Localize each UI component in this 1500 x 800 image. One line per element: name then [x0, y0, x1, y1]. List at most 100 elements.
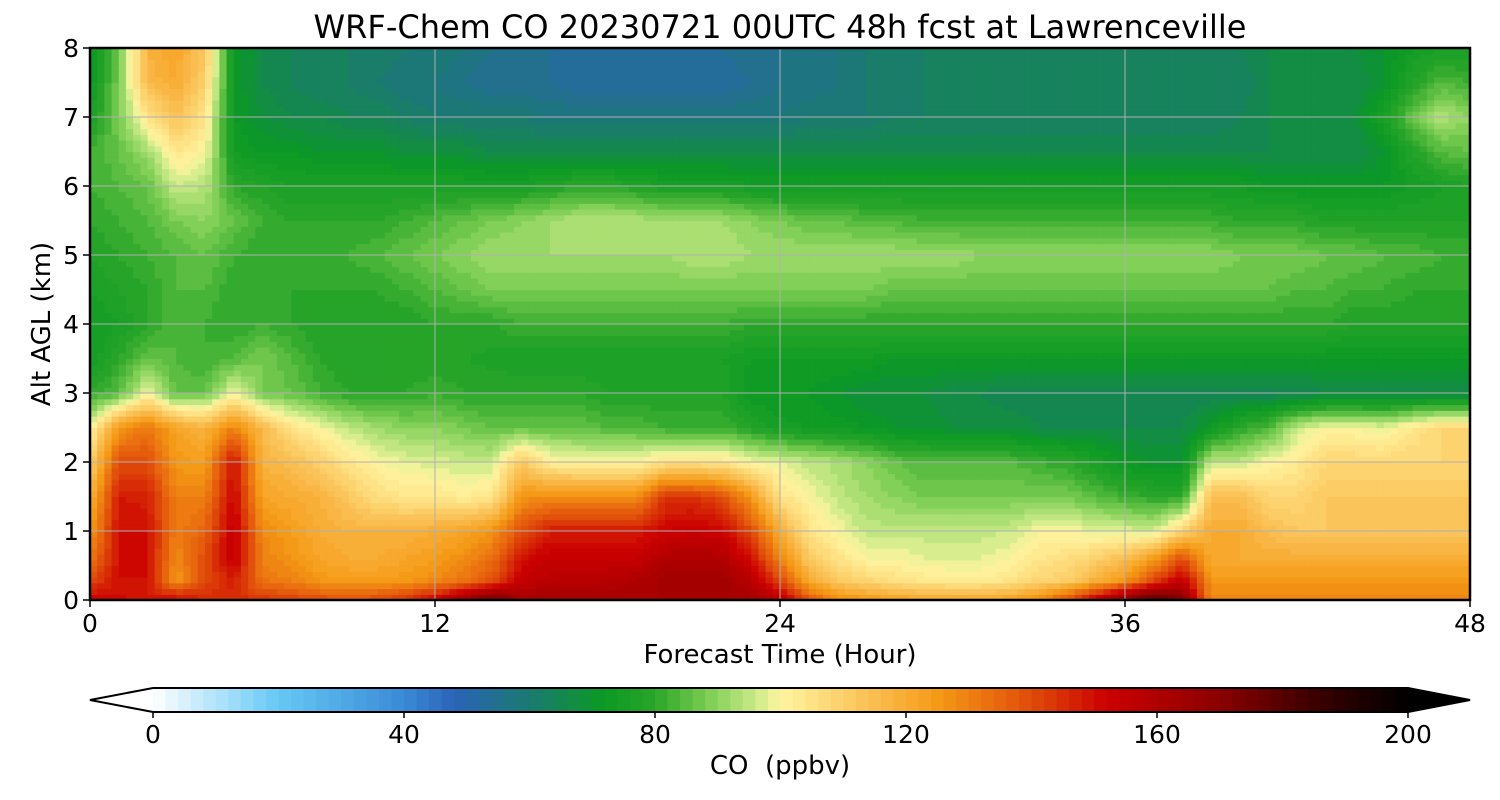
heatmap-cell	[808, 548, 817, 555]
heatmap-cell	[765, 479, 774, 486]
heatmap-cell	[399, 536, 407, 544]
heatmap-cell	[1240, 594, 1248, 601]
heatmap-cell	[780, 519, 788, 526]
heatmap-cell	[291, 456, 300, 463]
heatmap-cell	[521, 582, 530, 590]
heatmap-cell	[729, 577, 738, 584]
heatmap-cell	[600, 531, 609, 538]
heatmap-cell	[823, 467, 831, 475]
heatmap-cell	[514, 467, 522, 475]
heatmap-cell	[1132, 542, 1140, 549]
heatmap-cell	[1390, 559, 1399, 567]
heatmap-cell	[147, 508, 156, 515]
heatmap-cell	[197, 508, 206, 515]
heatmap-cell	[557, 473, 565, 480]
heatmap-cell	[1247, 542, 1255, 549]
heatmap-cell	[521, 542, 530, 549]
heatmap-cell	[1196, 502, 1205, 509]
heatmap-cell	[614, 525, 623, 532]
heatmap-cell	[1175, 542, 1184, 549]
heatmap-cell	[873, 536, 882, 544]
heatmap-cell	[787, 582, 795, 590]
heatmap-cell	[255, 559, 264, 567]
heatmap-cell	[399, 508, 407, 515]
heatmap-cell	[550, 554, 558, 561]
heatmap-cell	[1333, 508, 1342, 515]
heatmap-cell	[420, 536, 429, 544]
heatmap-cell	[1290, 456, 1299, 463]
heatmap-cell	[1326, 531, 1335, 538]
heatmap-cell	[808, 577, 817, 584]
heatmap-cell	[1182, 479, 1191, 486]
heatmap-cell	[1110, 594, 1119, 601]
heatmap-cell	[729, 594, 738, 601]
heatmap-cell	[780, 565, 788, 572]
heatmap-cell	[823, 542, 831, 549]
heatmap-cell	[744, 513, 752, 521]
heatmap-cell	[916, 542, 925, 549]
heatmap-cell	[887, 559, 896, 567]
heatmap-cell	[1218, 554, 1227, 561]
heatmap-cell	[377, 490, 386, 498]
heatmap-cell	[125, 473, 134, 480]
heatmap-cell	[485, 450, 494, 457]
heatmap-cell	[578, 519, 587, 526]
heatmap-cell	[176, 479, 185, 486]
heatmap-cell	[384, 513, 393, 521]
heatmap-cell	[1355, 485, 1363, 492]
heatmap-cell	[1089, 554, 1097, 561]
heatmap-cell	[880, 490, 889, 498]
heatmap-cell	[1189, 542, 1198, 549]
heatmap-cell	[449, 456, 458, 463]
heatmap-cell	[348, 548, 357, 555]
heatmap-cell	[629, 594, 637, 601]
heatmap-cell	[226, 496, 235, 503]
heatmap-cell	[1189, 485, 1198, 492]
heatmap-cell	[248, 519, 256, 526]
heatmap-cell	[1139, 565, 1148, 572]
heatmap-cell	[1355, 450, 1363, 457]
heatmap-cell	[593, 456, 601, 463]
heatmap-cell	[859, 559, 867, 567]
heatmap-cell	[341, 588, 350, 595]
heatmap-cell	[176, 594, 185, 601]
heatmap-cell	[981, 450, 990, 457]
heatmap-cell	[391, 479, 400, 486]
heatmap-cell	[305, 513, 314, 521]
heatmap-cell	[1225, 588, 1234, 595]
heatmap-cell	[528, 531, 537, 538]
heatmap-cell	[679, 525, 688, 532]
heatmap-cell	[1283, 554, 1291, 561]
heatmap-cell	[1153, 559, 1162, 567]
heatmap-cell	[1045, 485, 1054, 492]
heatmap-cell	[312, 456, 321, 463]
heatmap-cell	[823, 554, 831, 561]
heatmap-cell	[312, 559, 321, 567]
heatmap-cell	[808, 582, 817, 590]
heatmap-cell	[226, 456, 235, 463]
heatmap-cell	[391, 565, 400, 572]
heatmap-cell	[1110, 479, 1119, 486]
heatmap-cell	[514, 588, 522, 595]
heatmap-cell	[952, 531, 961, 538]
heatmap-cell	[205, 548, 213, 555]
heatmap-cell	[334, 508, 343, 515]
heatmap-cell	[1017, 490, 1025, 498]
heatmap-cell	[600, 462, 609, 469]
heatmap-cell	[830, 594, 839, 601]
heatmap-cell	[1017, 594, 1025, 601]
heatmap-cell	[1333, 502, 1342, 509]
heatmap-cell	[219, 456, 228, 463]
heatmap-cell	[499, 485, 508, 492]
heatmap-cell	[945, 594, 954, 601]
heatmap-cell	[1347, 467, 1356, 475]
heatmap-cell	[772, 554, 781, 561]
heatmap-cell	[442, 548, 450, 555]
heatmap-cell	[1038, 525, 1047, 532]
heatmap-cell	[463, 588, 472, 595]
heatmap-cell	[1053, 473, 1061, 480]
heatmap-cell	[1247, 594, 1255, 601]
heatmap-cell	[226, 450, 235, 457]
heatmap-cell	[1441, 571, 1450, 578]
heatmap-cell	[801, 473, 810, 480]
